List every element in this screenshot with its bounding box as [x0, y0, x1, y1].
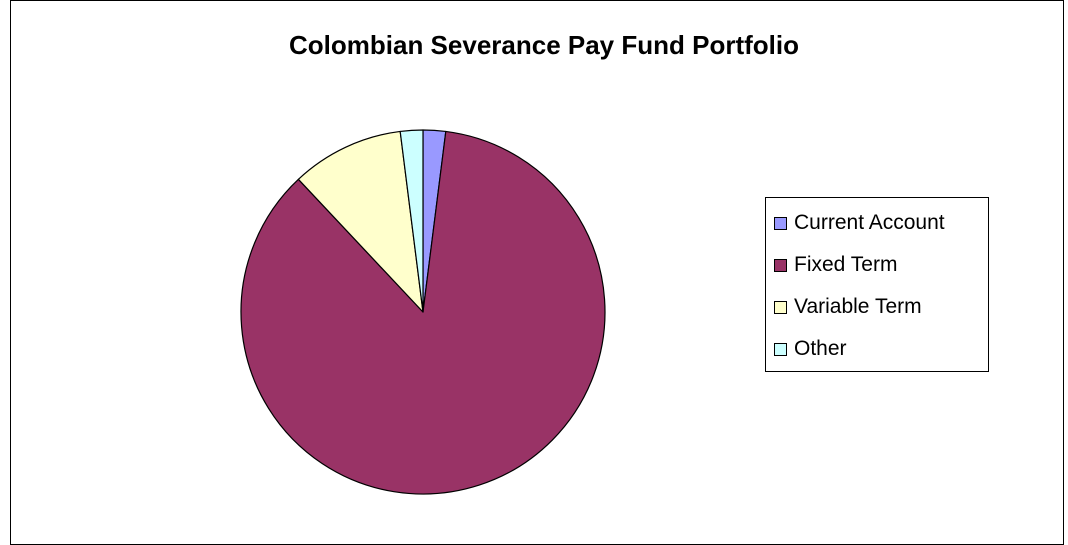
pie-slice-fixed-term	[240, 130, 606, 495]
legend-swatch-current-account	[774, 216, 787, 230]
legend-label-variable-term: Variable Term	[794, 295, 922, 318]
legend-item-fixed-term: Fixed Term	[774, 252, 897, 278]
legend: Current Account Fixed Term Variable Term…	[765, 197, 989, 372]
legend-label-fixed-term: Fixed Term	[794, 253, 898, 276]
pie-slices	[240, 129, 606, 495]
legend-label-current-account: Current Account	[794, 211, 945, 234]
legend-swatch-fixed-term	[774, 258, 787, 272]
legend-item-other: Other	[774, 336, 847, 362]
legend-label-other: Other	[794, 337, 847, 360]
legend-item-current-account: Current Account	[774, 210, 945, 236]
pie-slice-other	[399, 129, 424, 313]
chart-title: Colombian Severance Pay Fund Portfolio	[289, 30, 799, 60]
pie-slice-variable-term	[297, 130, 424, 313]
legend-swatch-other	[774, 342, 787, 356]
legend-swatch-variable-term	[774, 300, 787, 314]
legend-item-variable-term: Variable Term	[774, 294, 922, 320]
